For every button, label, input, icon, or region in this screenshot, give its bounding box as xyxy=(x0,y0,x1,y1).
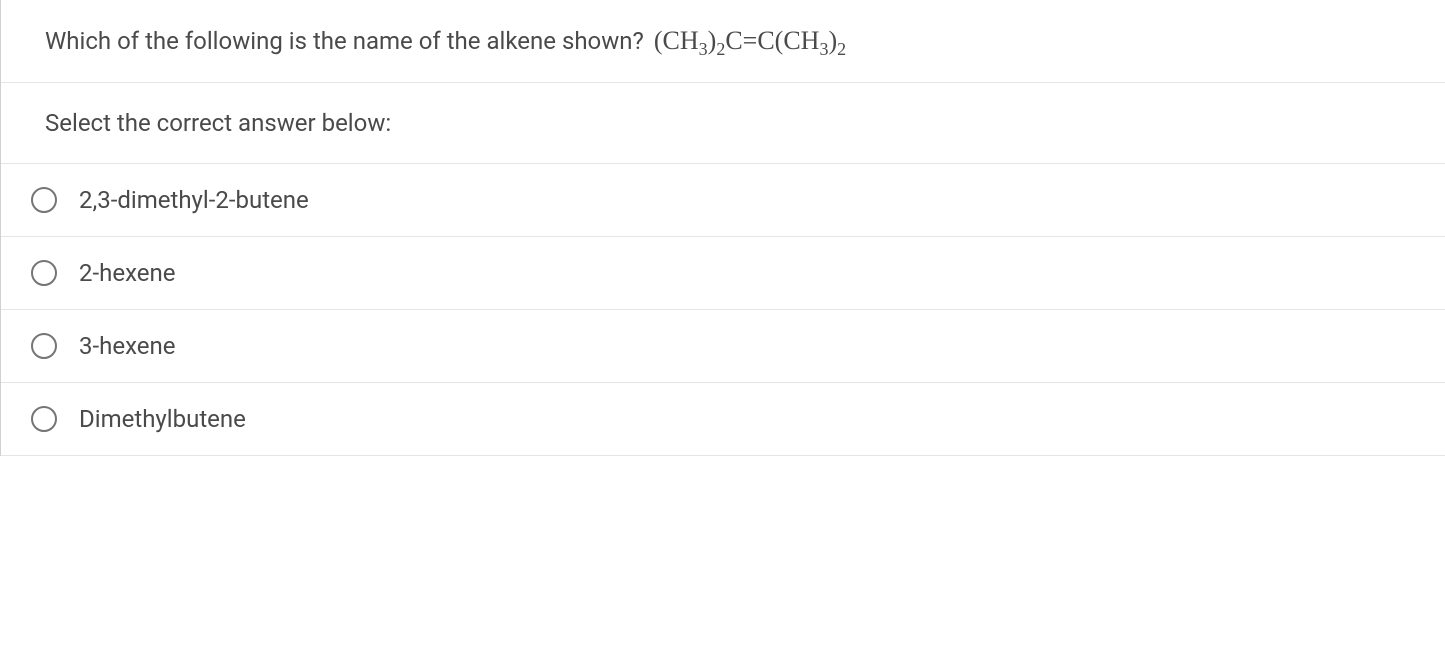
formula-sub: 2 xyxy=(716,39,725,59)
option-label: 2-hexene xyxy=(79,259,175,287)
prompt-row: Select the correct answer below: xyxy=(1,83,1445,164)
radio-icon[interactable] xyxy=(31,260,57,286)
prompt-text: Select the correct answer below: xyxy=(45,109,391,137)
option-row-2[interactable]: 2-hexene xyxy=(1,237,1445,310)
option-label: 2,3-dimethyl-2-butene xyxy=(79,186,309,214)
question-row: Which of the following is the name of th… xyxy=(1,0,1445,83)
chemical-formula: (CH3)2C=C(CH3)2 xyxy=(654,26,846,56)
radio-icon[interactable] xyxy=(31,406,57,432)
radio-icon[interactable] xyxy=(31,333,57,359)
option-row-3[interactable]: 3-hexene xyxy=(1,310,1445,383)
formula-part: ) xyxy=(828,26,837,55)
quiz-container: Which of the following is the name of th… xyxy=(0,0,1445,456)
option-label: 3-hexene xyxy=(79,332,175,360)
formula-sub: 3 xyxy=(699,39,708,59)
option-row-1[interactable]: 2,3-dimethyl-2-butene xyxy=(1,164,1445,237)
formula-part: (CH xyxy=(654,26,699,55)
formula-part: C=C(CH xyxy=(725,26,819,55)
radio-icon[interactable] xyxy=(31,187,57,213)
formula-sub: 2 xyxy=(837,39,846,59)
question-text: Which of the following is the name of th… xyxy=(45,27,644,55)
option-row-4[interactable]: Dimethylbutene xyxy=(1,383,1445,456)
option-label: Dimethylbutene xyxy=(79,405,246,433)
